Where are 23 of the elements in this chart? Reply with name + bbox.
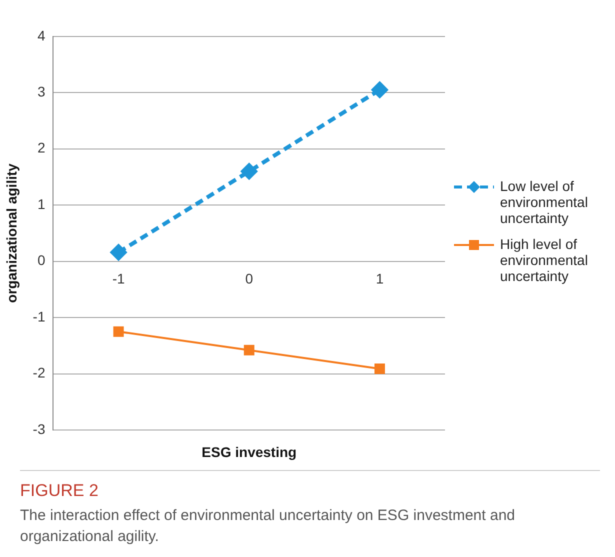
legend-label: High level of environmental uncertainty: [500, 236, 589, 284]
y-tick-label: 4: [37, 27, 46, 44]
text: The interaction effect of environmental uncertainty on ESG investment and organizational agility.: [20, 506, 516, 547]
point: [244, 344, 254, 356]
caption: FIGURE 2: [20, 481, 100, 501]
x-axis-title: ESG investing: [202, 444, 297, 460]
point: [110, 244, 127, 260]
legend-label: Low level of environmental uncertainty: [500, 178, 589, 226]
x-tick-label: 1: [376, 270, 384, 287]
point: [241, 163, 258, 180]
y-tick-label: 1: [37, 196, 46, 212]
y-axis-title: organizational agility: [3, 163, 20, 303]
y-tick-label: 2: [37, 140, 46, 156]
point: [113, 326, 124, 337]
point: [372, 82, 388, 98]
y-tick-label: -3: [32, 420, 46, 437]
x-tick-label: -1: [112, 270, 125, 287]
y-tick-label: 0: [37, 252, 46, 268]
point: [374, 363, 385, 374]
y-tick-label: 3: [37, 83, 46, 100]
x-tick-label: 0: [245, 270, 254, 287]
y-tick-label: -1: [32, 308, 46, 324]
y-tick-label: -2: [32, 364, 46, 381]
